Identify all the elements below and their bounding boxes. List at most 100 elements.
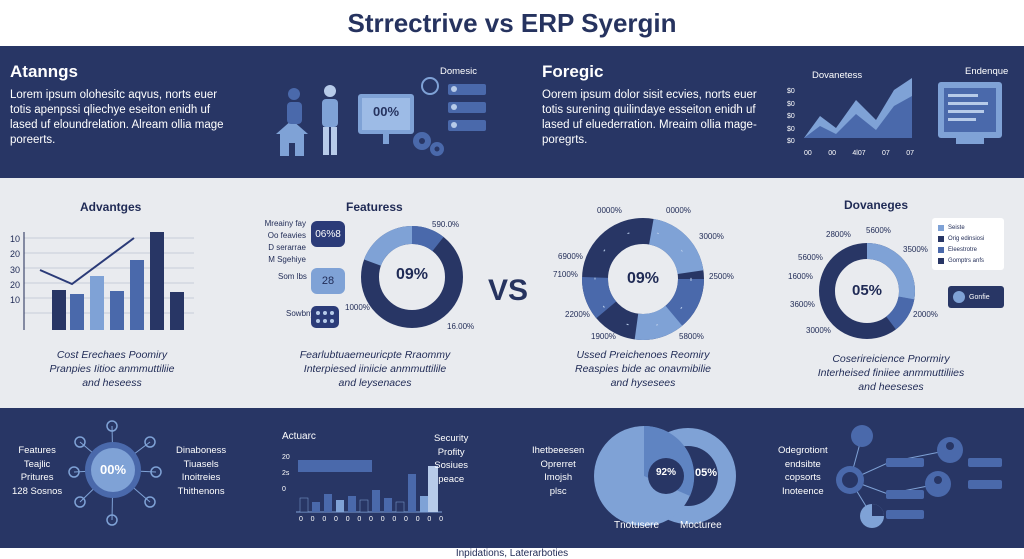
- hub-label: 128 Sosnos: [12, 485, 63, 497]
- bar: [395, 501, 405, 513]
- top-band: Atanngs Lorem ipsum olohesitc aqvus, nor…: [0, 46, 1024, 178]
- advantages-yticks: 10 20 30 20 10: [10, 232, 20, 308]
- hub-label: Dinaboness: [176, 445, 227, 456]
- body-line: Oorem ipsum dolor sisit ecvies, norts eu…: [542, 89, 757, 101]
- donut-label: 1600%: [788, 272, 813, 281]
- top-left-body: Lorem ipsum olohesitc aqvus, norts euer …: [10, 88, 260, 148]
- bar: [70, 294, 84, 330]
- bar: [428, 466, 438, 512]
- grid-icon: [311, 306, 339, 328]
- bars-title: Actuarc: [282, 431, 316, 442]
- feature-label: D serarrae: [268, 243, 306, 252]
- caption-line: and hysesees: [610, 377, 676, 389]
- bar: [359, 499, 369, 513]
- security-label: Sosiues: [434, 460, 469, 471]
- network-label: Odegrotiont: [778, 445, 828, 456]
- page-title: Strrectrive vs ERP Syergin: [347, 7, 677, 38]
- advantages-caption: Cost Erechaes Poomiry Pranpies Iitioc an…: [22, 348, 202, 390]
- badge-label: Gonfie: [969, 293, 990, 301]
- hub-right-labels: Dinaboness Tiuasels Inoitreies Thithenon…: [176, 444, 226, 498]
- pie-label: Imojsh: [544, 472, 573, 483]
- x-tick: 4l07: [852, 150, 866, 157]
- hub-label: Pritures: [20, 472, 54, 483]
- bars-yticks: 20 2s 0: [282, 450, 290, 498]
- donut-label: 1900%: [591, 332, 616, 341]
- pie-label: Oprerret: [540, 458, 576, 470]
- donut-label: 590.0%: [432, 220, 460, 229]
- info-bar: [886, 510, 924, 519]
- hub-label: Teajlic: [23, 458, 51, 470]
- security-labels: Security Profity Sosiues peace: [434, 432, 468, 486]
- x-tick: 0: [439, 516, 443, 523]
- body-line: lased uf eloundrelation. Alream ollia ma…: [10, 119, 224, 131]
- caption-line: Fearlubtuaemeuricpte Rraommy: [299, 349, 451, 361]
- area-chart-xticks: 00 00 4l07 07 07: [804, 150, 914, 157]
- donut-label: 3000%: [699, 232, 724, 241]
- feature-chip: 28: [311, 268, 345, 294]
- donut-label: 5800%: [679, 332, 704, 341]
- bar: [52, 290, 66, 330]
- pie-right-value: 05%: [694, 467, 718, 479]
- hub-center-value: 00%: [99, 462, 127, 477]
- legend-item: Gomptrs anfs: [938, 255, 998, 266]
- y-tick: $0: [787, 113, 795, 120]
- network-diagram: [836, 425, 1002, 528]
- x-tick: 0: [345, 516, 350, 523]
- feature-label: M Sgehiye: [268, 255, 306, 264]
- x-tick: 0: [310, 516, 315, 523]
- y-tick: 20: [10, 279, 21, 290]
- bar: [372, 490, 380, 512]
- bar: [408, 474, 416, 512]
- person-icon: [322, 85, 338, 155]
- center-caption: Ussed Preichenoes Reomiry Reaspies bide …: [558, 348, 728, 390]
- donut-label: 5600%: [798, 253, 823, 262]
- network-label: Inoteence: [781, 485, 824, 497]
- x-tick: 0: [415, 516, 420, 523]
- x-tick: 0: [404, 516, 408, 523]
- network-label: copsorts: [784, 472, 821, 483]
- info-bar: [968, 480, 1002, 489]
- x-tick: 07: [882, 150, 890, 157]
- double-pie: [594, 425, 736, 526]
- bars-xticks: 0 0 0 0 0 0 0 0 0 0 0 0 0: [299, 516, 443, 523]
- donut-label: 7100%: [553, 270, 578, 279]
- top-right-body: Oorem ipsum dolor sisit ecvies, norts eu…: [542, 88, 782, 148]
- bar: [384, 498, 392, 512]
- center-donut-center: 09%: [626, 270, 660, 287]
- globe-icon: [953, 291, 965, 303]
- illustration-label: Domesic: [440, 66, 477, 77]
- x-tick: 00: [828, 150, 836, 157]
- area-chart-yticks: $0 $0 $0 $0 $0: [787, 86, 795, 149]
- donut-label: 3600%: [790, 300, 815, 309]
- x-tick: 00: [804, 150, 812, 157]
- y-tick: 20: [282, 454, 290, 461]
- trend-line: [39, 237, 135, 286]
- top-right-heading: Foregic: [542, 62, 604, 81]
- y-tick: 2s: [282, 470, 290, 477]
- dovanges-caption: Coserireicience Pnormiry Interheised fin…: [806, 352, 976, 394]
- body-line: poregrts.: [542, 134, 588, 146]
- features-title: Featuress: [346, 200, 403, 214]
- advantages-title: Advantges: [80, 200, 142, 214]
- body-line: poreerts.: [10, 134, 56, 146]
- bottom-band: Features Teajlic Pritures 128 Sosnos 00%…: [0, 408, 1024, 548]
- security-label: Profity: [437, 446, 465, 458]
- people-icon: [851, 425, 873, 447]
- features-left-labels: Mreainy fay Oo feavies D serarrae M Sgeh…: [262, 218, 306, 266]
- caption-line: and heeseses: [858, 381, 924, 393]
- info-card: [448, 120, 486, 131]
- bar: [298, 460, 372, 472]
- security-title: Security: [434, 433, 469, 444]
- x-tick: 0: [299, 516, 303, 523]
- pie-left-value: 92%: [655, 467, 676, 478]
- info-bar: [886, 490, 924, 499]
- pie-right-name: Mocturee: [680, 520, 722, 531]
- caption-line: Ussed Preichenoes Reomiry: [576, 349, 710, 361]
- hub-left-labels: Features Teajlic Pritures 128 Sosnos: [12, 444, 62, 498]
- y-tick: 30: [10, 264, 21, 275]
- bar: [150, 232, 164, 330]
- y-tick: $0: [787, 88, 795, 95]
- bar: [130, 260, 144, 330]
- y-tick: $0: [787, 100, 795, 108]
- business-illustration: [276, 77, 486, 156]
